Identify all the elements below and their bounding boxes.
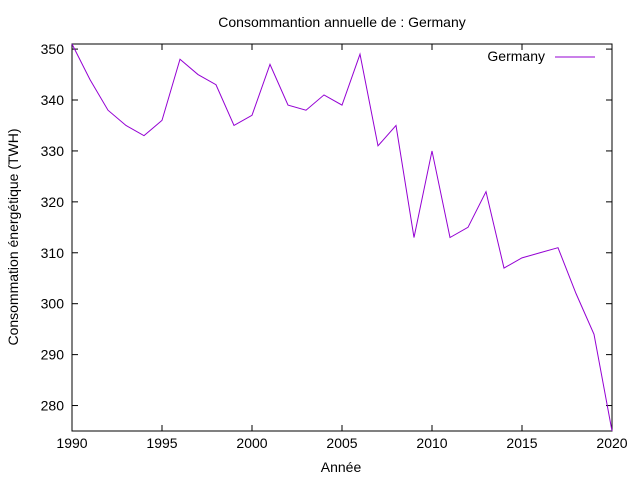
- y-tick-label: 310: [41, 245, 65, 261]
- x-tick-label: 1990: [56, 435, 87, 451]
- y-axis-ticks: 280 290 300 310 320 330 340 350: [41, 41, 612, 414]
- x-tick-label: 2020: [596, 435, 627, 451]
- series-line-germany: [71, 43, 613, 432]
- x-tick-label: 1995: [146, 435, 177, 451]
- x-tick-label: 2010: [416, 435, 447, 451]
- y-tick-label: 290: [41, 347, 65, 363]
- y-tick-label: 300: [41, 296, 65, 312]
- x-tick-label: 2000: [236, 435, 267, 451]
- plot-area: [71, 43, 613, 432]
- y-tick-label: 340: [41, 92, 65, 108]
- y-tick-label: 350: [41, 41, 65, 57]
- legend-label-germany: Germany: [487, 48, 545, 64]
- y-tick-label: 320: [41, 194, 65, 210]
- x-axis-label: Année: [321, 459, 362, 475]
- y-tick-label: 330: [41, 143, 65, 159]
- y-tick-label: 280: [41, 398, 65, 414]
- series-layer: [71, 43, 613, 432]
- chart-title: Consommantion annuelle de : Germany: [218, 14, 465, 30]
- plot-frame: [71, 43, 613, 432]
- y-axis-label: Consommation énergétique (TWH): [5, 128, 21, 345]
- x-tick-label: 2005: [326, 435, 357, 451]
- x-tick-label: 2015: [506, 435, 537, 451]
- legend: Germany: [487, 48, 595, 64]
- x-axis-ticks: 1990 1995 2000 2005 2010 2015 2020: [56, 44, 628, 451]
